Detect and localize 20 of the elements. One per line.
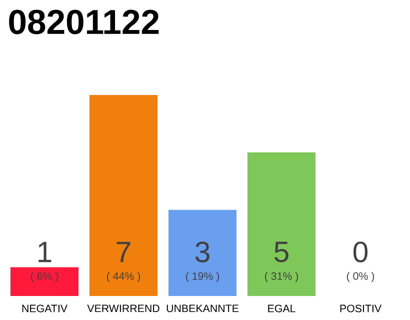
annotation: ( 31% )	[264, 272, 298, 282]
x-tick-label: EGAL	[268, 304, 296, 312]
bar	[10, 267, 79, 296]
bar	[90, 95, 158, 296]
bar	[248, 152, 316, 296]
data-label: 0	[353, 242, 368, 262]
annotation: ( 0% )	[346, 272, 374, 282]
x-tick-label: UNBEKANNTE	[166, 304, 238, 312]
data-label: 1	[38, 242, 52, 262]
annotation: ( 44% )	[106, 272, 140, 282]
annotation: ( 19% )	[186, 272, 220, 282]
data-label: 3	[195, 242, 210, 262]
chart-title: 08201122	[9, 10, 159, 34]
x-tick-label: VERWIRREND	[87, 304, 160, 312]
data-label: 5	[274, 242, 288, 262]
annotation: ( 6% )	[30, 272, 58, 282]
x-tick-label: POSITIV	[340, 304, 382, 312]
x-tick-label: NEGATIV	[22, 304, 68, 312]
data-label: 7	[116, 242, 130, 262]
bar	[168, 210, 237, 296]
